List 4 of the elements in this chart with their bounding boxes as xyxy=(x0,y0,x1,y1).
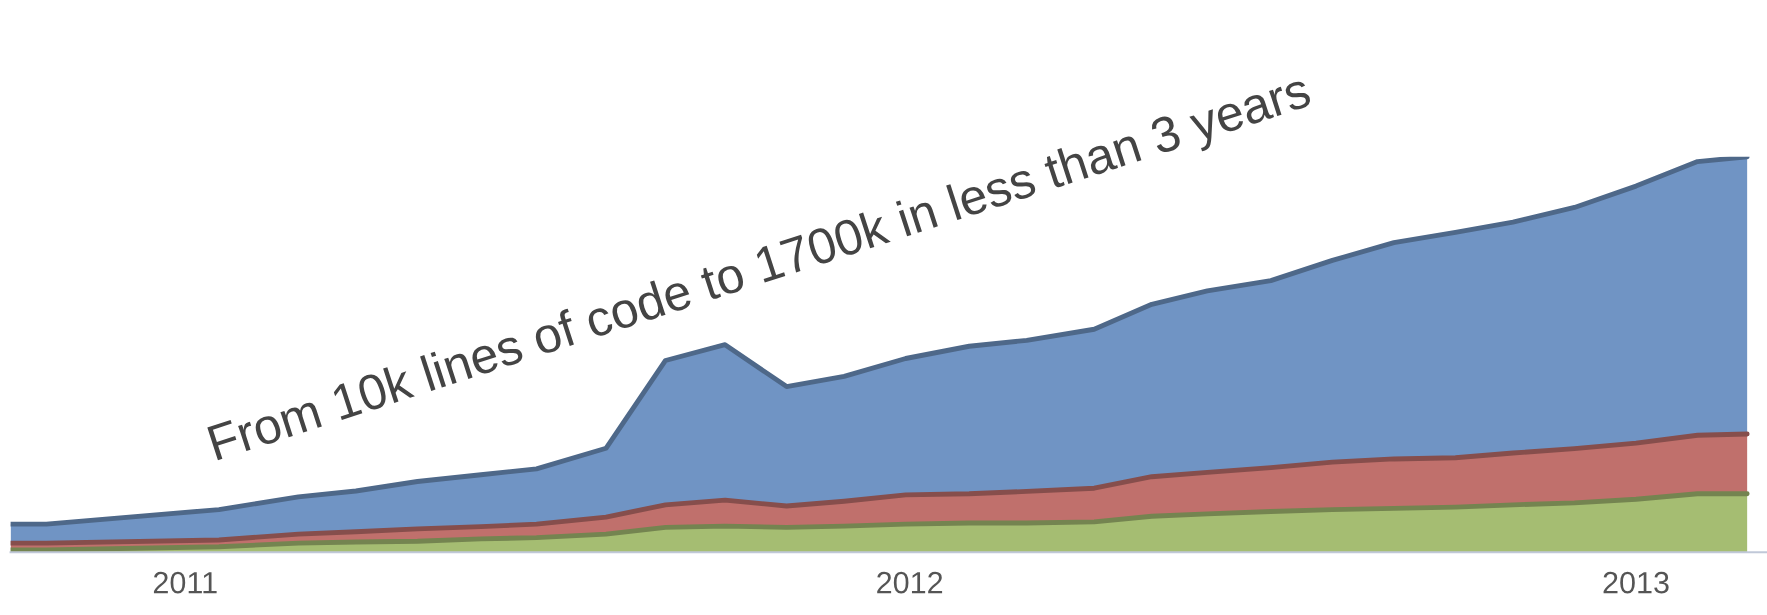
x-tick-label: 2011 xyxy=(153,571,217,594)
x-tick-label: 2012 xyxy=(877,571,943,594)
annotation: From 10k lines of code to 1700k in less than 3 years xyxy=(206,70,1316,471)
x-tick-label: 2013 xyxy=(1603,571,1669,594)
